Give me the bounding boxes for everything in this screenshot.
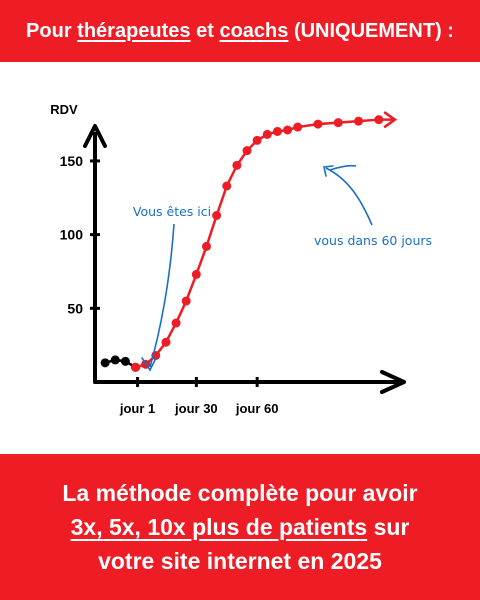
footer-line-3: votre site internet en 2025: [98, 548, 382, 574]
data-point: [232, 160, 242, 170]
x-tick-label: jour 1: [119, 401, 155, 416]
footer-highlight: 3x, 5x, 10x plus de patients: [70, 514, 368, 540]
data-point: [354, 116, 364, 126]
y-tick-label: 100: [60, 227, 84, 243]
annotation-you-are-here-arrow: [149, 223, 175, 368]
growth-series-line: [135, 118, 395, 369]
header-title: Pour thérapeutes et coachs (UNIQUEMENT) …: [26, 20, 454, 43]
data-point: [120, 356, 130, 366]
data-point: [191, 269, 201, 279]
baseline-series-line: [104, 358, 137, 369]
data-point: [283, 125, 293, 135]
header-word-coaches: coachs: [219, 19, 289, 42]
data-point: [100, 358, 110, 368]
annotation-in-60-days-arrowhead: [323, 165, 334, 177]
data-point: [313, 119, 323, 129]
growth-chart: RDV 50 100 150 jour 1 jour 30 jour 60 Vous êtes…: [0, 62, 480, 454]
data-point: [374, 115, 384, 125]
data-point: [181, 296, 191, 306]
growth-chart-svg: RDV 50 100 150 jour 1 jour 30 jour 60 Vous êtes…: [50, 102, 432, 416]
annotation-in-60-days-arrow: [325, 167, 373, 226]
data-point: [131, 362, 141, 372]
footer-line-2: 3x, 5x, 10x plus de patients sur: [71, 510, 410, 544]
data-point: [252, 135, 262, 145]
bottom-banner: La méthode complète pour avoir 3x, 5x, 1…: [0, 454, 480, 600]
annotation-in-60-days: vous dans 60 jours: [314, 233, 432, 248]
header-word-therapists: thérapeutes: [77, 19, 191, 42]
x-tick-label: jour 30: [174, 401, 218, 416]
y-axis-arrowhead: [83, 124, 107, 148]
data-point: [212, 210, 222, 220]
annotation-in-60-days-flick: [329, 164, 357, 171]
header-prefix: Pour: [26, 19, 78, 42]
data-point: [333, 118, 343, 128]
x-tick-label: jour 60: [235, 401, 279, 416]
annotation-you-are-here-arrowhead: [141, 357, 157, 372]
y-tick-label: 50: [67, 300, 83, 316]
data-point: [201, 241, 211, 251]
x-axis-arrowhead: [380, 370, 406, 394]
footer-line-2-rest: sur: [367, 514, 410, 540]
data-point: [262, 129, 272, 139]
data-point: [161, 337, 171, 347]
footer-line-1: La méthode complète pour avoir: [62, 480, 418, 506]
top-banner: Pour thérapeutes et coachs (UNIQUEMENT) …: [0, 0, 480, 62]
data-point: [272, 126, 282, 136]
annotation-you-are-here: Vous êtes ici: [133, 204, 211, 219]
y-axis-label: RDV: [50, 102, 78, 117]
data-point: [242, 146, 252, 156]
data-point: [222, 181, 232, 191]
header-middle: et: [190, 19, 220, 42]
header-suffix: (UNIQUEMENT) :: [288, 19, 454, 42]
data-point: [110, 355, 120, 365]
data-point: [293, 122, 303, 132]
y-tick-label: 150: [60, 153, 84, 169]
growth-arrowhead: [383, 111, 398, 128]
data-point: [171, 318, 181, 328]
